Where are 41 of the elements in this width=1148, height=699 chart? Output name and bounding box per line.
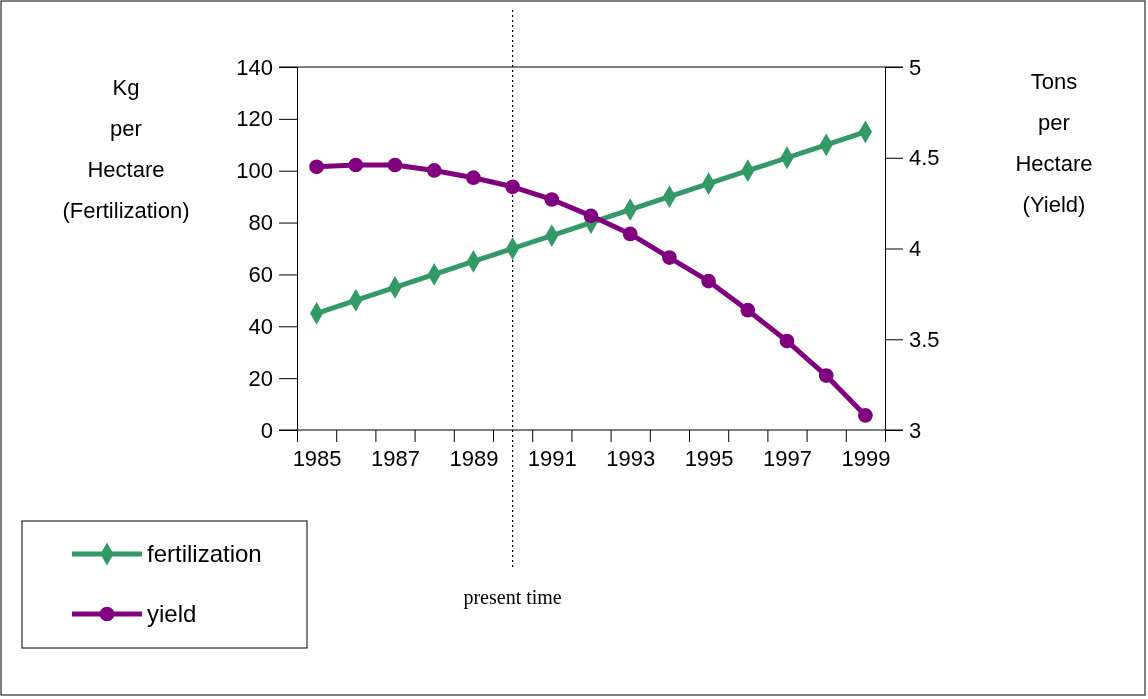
x-tick-label: 1997 xyxy=(763,445,812,471)
legend-label: fertilization xyxy=(147,540,262,567)
y-tick-label: 80 xyxy=(248,210,273,236)
y-tick-label: 100 xyxy=(236,158,273,184)
point xyxy=(818,368,834,383)
y-tick-label: 120 xyxy=(236,106,273,132)
y-tick-label: 0 xyxy=(260,417,273,443)
y2-tick-label: 3.5 xyxy=(909,326,940,352)
x-tick-label: 1985 xyxy=(292,445,342,471)
x-tick-label: 1995 xyxy=(684,445,734,471)
y-axis-title: Kg per Hectare (Fertilization) xyxy=(62,75,190,223)
y-tick-label: 20 xyxy=(248,365,273,391)
x-tick-label: 1993 xyxy=(606,445,656,471)
y-tick-label: 140 xyxy=(236,54,273,80)
point xyxy=(583,208,599,224)
point xyxy=(544,192,560,207)
point xyxy=(662,250,677,265)
point xyxy=(505,179,520,195)
point xyxy=(740,302,756,318)
point xyxy=(622,226,638,242)
point xyxy=(701,273,716,289)
y2-tick-label: 5 xyxy=(909,54,922,80)
x-tick-label: 1991 xyxy=(527,445,577,471)
point xyxy=(387,157,403,173)
x-tick-label: 1989 xyxy=(449,445,499,471)
y2-tick-label: 4 xyxy=(909,236,922,262)
x-tick-label: 1999 xyxy=(841,445,891,471)
y2-axis-title: Tons per Hectare (Yield) xyxy=(1015,69,1093,217)
point xyxy=(858,408,873,423)
y2-tick-label: 3 xyxy=(909,417,922,443)
x-tick-label: 1987 xyxy=(371,445,420,471)
point xyxy=(779,333,795,349)
point xyxy=(426,163,442,178)
point xyxy=(309,159,324,175)
point xyxy=(466,170,481,186)
y-tick-label: 40 xyxy=(248,313,273,339)
y-tick-label: 60 xyxy=(248,261,273,287)
point xyxy=(348,157,364,173)
y2-tick-label: 4.5 xyxy=(909,145,940,171)
ref-line-label: present time xyxy=(463,586,562,609)
legend-label: yield xyxy=(147,600,197,627)
